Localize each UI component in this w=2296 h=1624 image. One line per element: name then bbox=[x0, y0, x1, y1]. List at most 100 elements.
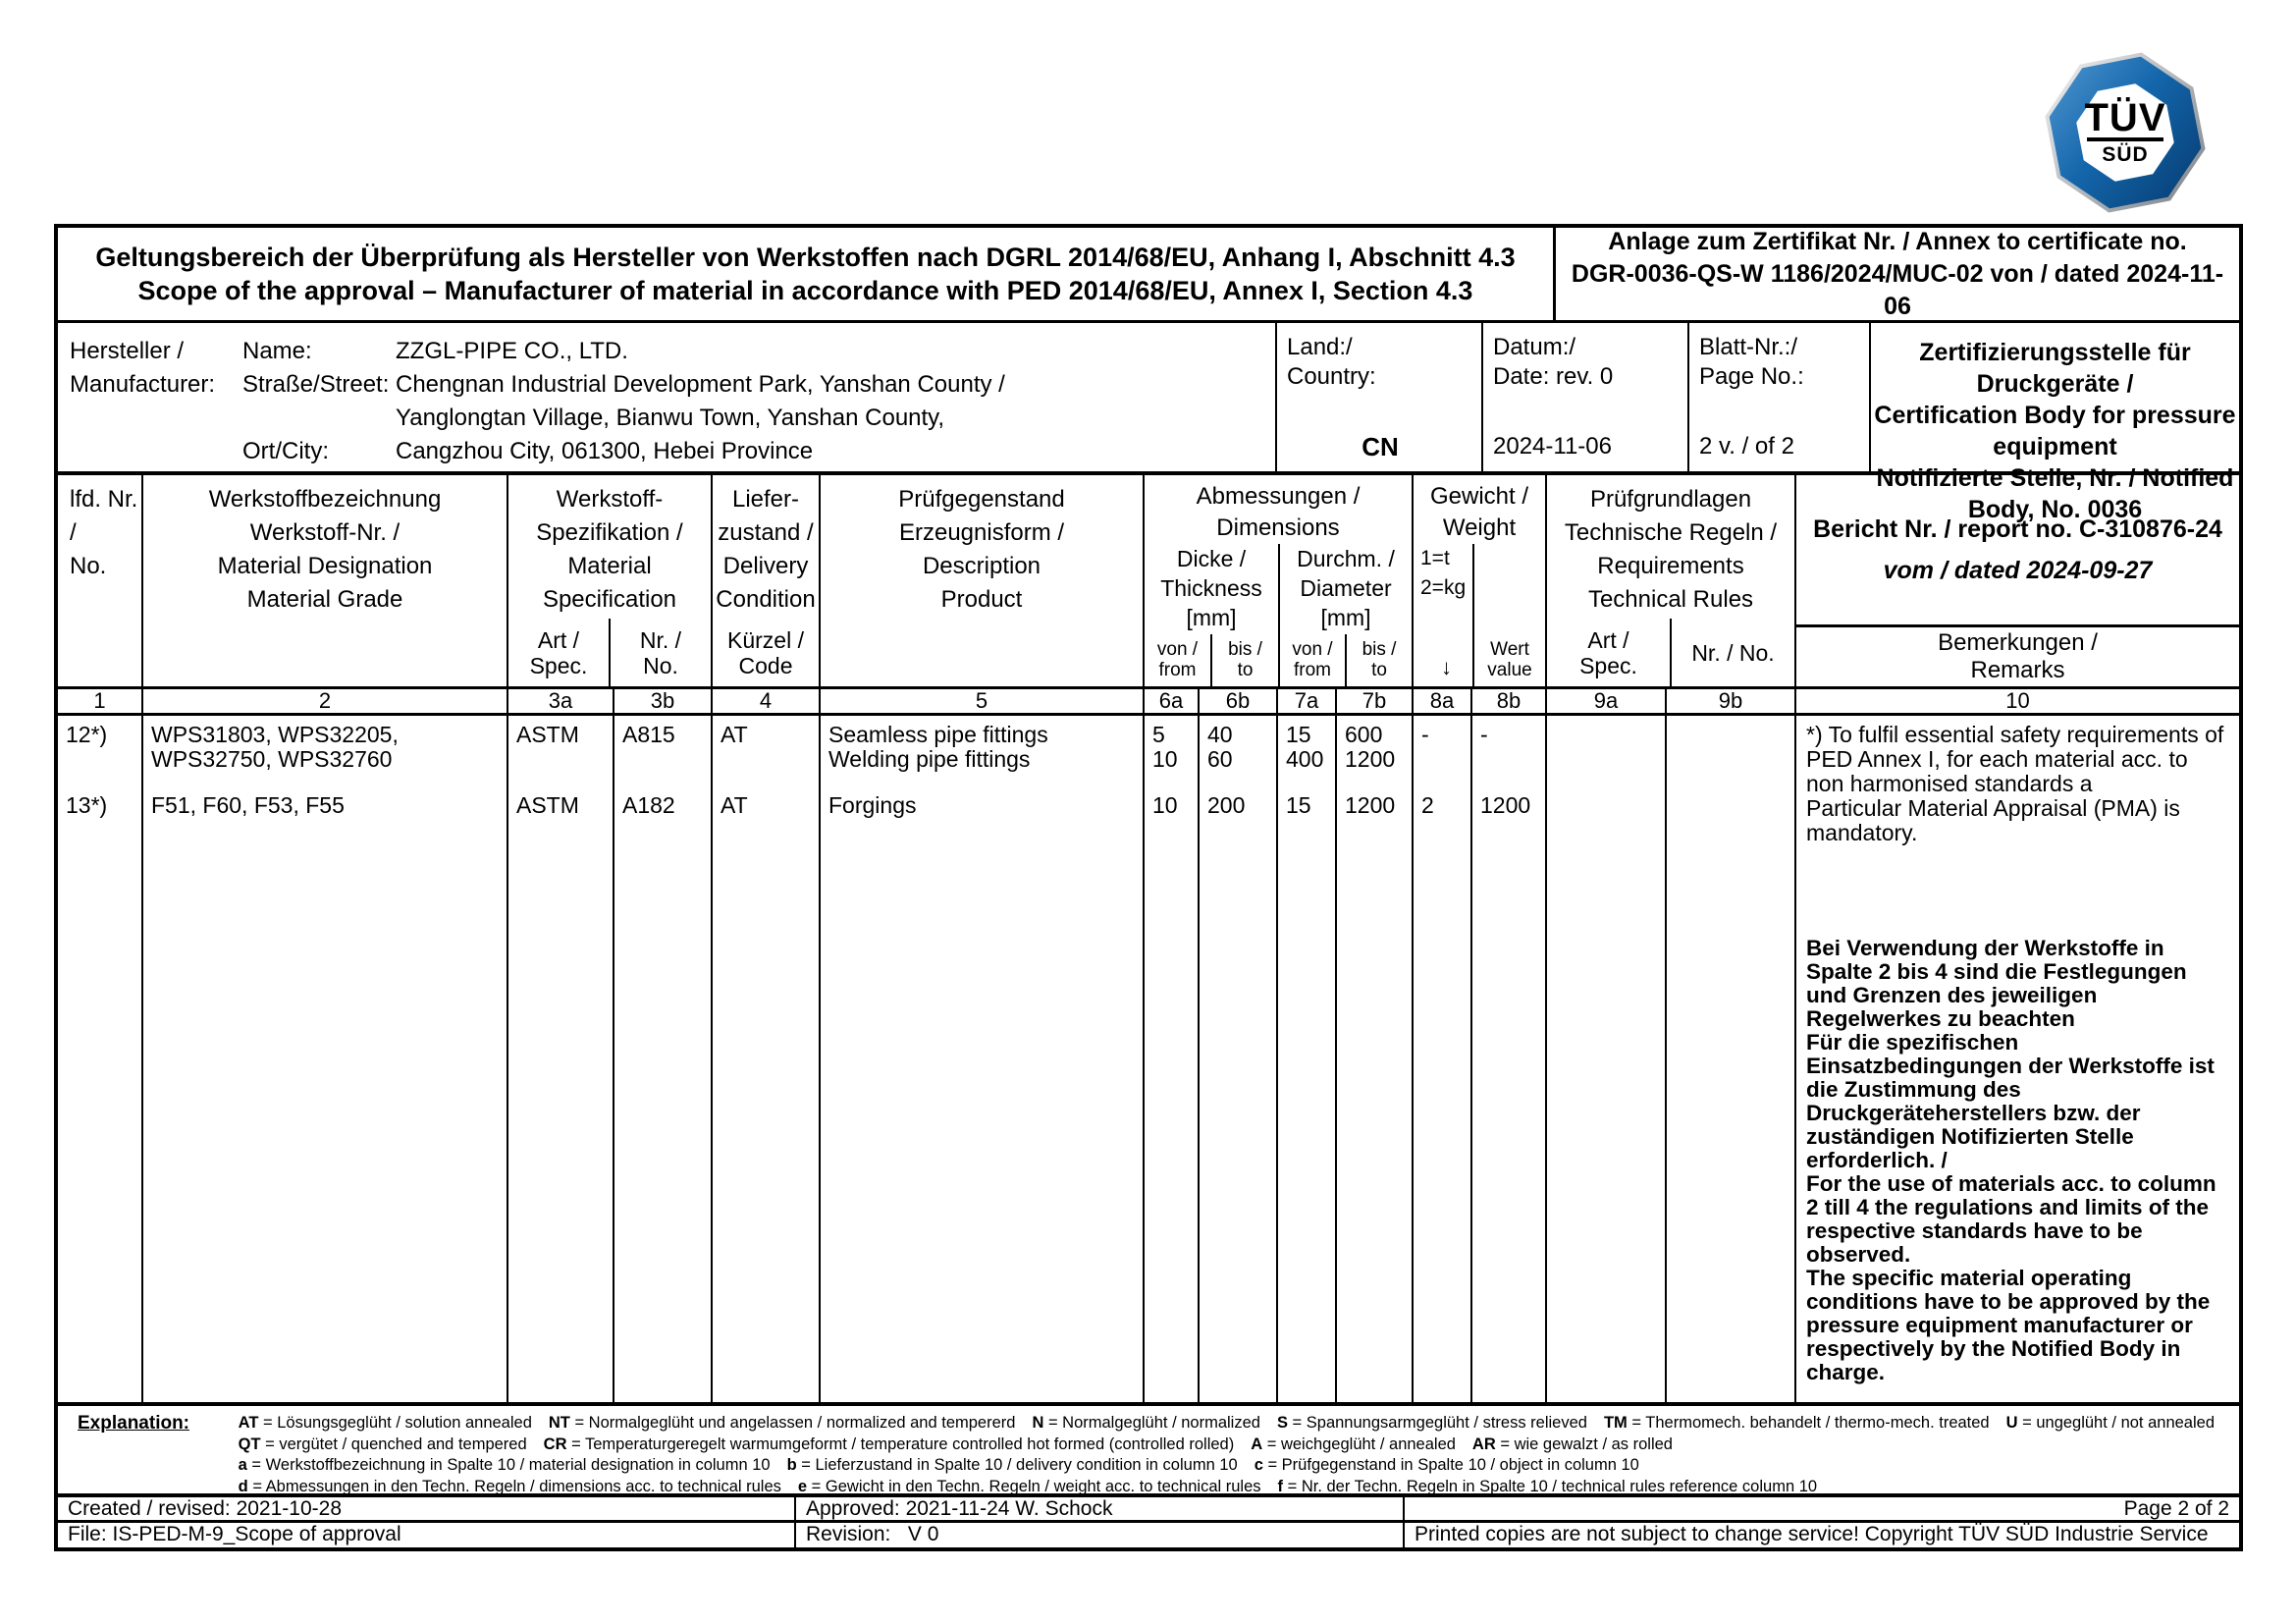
hdr-dimensions-title: Abmessungen / Dimensions bbox=[1145, 475, 1412, 544]
hdr-spec-l3: Material bbox=[567, 553, 652, 579]
cert-body-notified-body: Notifizierte Stelle, Nr. / Notified Body… bbox=[1876, 464, 2234, 523]
entry-12-diameter-from: 15 400 bbox=[1286, 723, 1331, 793]
hdr-thickness-to: bis / to bbox=[1210, 634, 1278, 686]
manufacturer-city: Cangzhou City, 061300, Hebei Province bbox=[396, 438, 814, 464]
hdr-dimensions-groups: Dicke / Thickness [mm] von / from bis / … bbox=[1145, 544, 1412, 686]
hdr-weight-value: Wert value bbox=[1472, 544, 1545, 686]
colnum-7b: 7b bbox=[1335, 689, 1412, 713]
scope-of-approval-table: Geltungsbereich der Überprüfung als Hers… bbox=[54, 224, 2243, 1551]
manufacturer-field-labels: Name: Straße/Street: Ort/City: bbox=[242, 335, 396, 471]
down-arrow-icon: ↓ bbox=[1441, 655, 1452, 679]
hdr-weight-unit-t: 1=t bbox=[1420, 547, 1450, 569]
entry-12-thickness-from: 5 10 bbox=[1152, 723, 1194, 793]
header-dimensions: Abmessungen / Dimensions Dicke / Thickne… bbox=[1143, 475, 1412, 686]
street-label: Straße/Street: bbox=[242, 371, 390, 398]
hdr-delivery-l4: Condition bbox=[716, 586, 816, 613]
row13-diameter-to: 1200 bbox=[1345, 792, 1396, 818]
footer-approved: Approved: 2021-11-24 W. Schock bbox=[794, 1497, 1403, 1520]
logo-wordmark: TÜV SÜD bbox=[2050, 57, 2201, 208]
entry-12-designation: WPS31803, WPS32205, WPS32750, WPS32760 bbox=[151, 723, 503, 793]
colnum-9b: 9b bbox=[1665, 689, 1794, 713]
row13-weight-value: 1200 bbox=[1480, 792, 1531, 818]
hdr-diameter-to: bis / to bbox=[1345, 634, 1412, 686]
hdr-dimensions-en: Dimensions bbox=[1216, 514, 1340, 541]
col-weight-value: - 1200 bbox=[1470, 716, 1545, 1402]
colnum-10: 10 bbox=[1794, 689, 2239, 713]
hdr-diameter-group: Durchm. / Diameter [mm] von / from bis /… bbox=[1278, 544, 1412, 686]
manufacturer-field-values: ZZGL-PIPE CO., LTD. Chengnan Industrial … bbox=[396, 335, 1275, 471]
header-report: Bericht Nr. / report no. C-310876-24 vom… bbox=[1794, 475, 2239, 686]
header-product: Prüfgegenstand Erzeugnisform / Descripti… bbox=[819, 475, 1143, 686]
explanation-line-1: AT = Lösungsgeglüht / solution annealed N… bbox=[238, 1414, 2215, 1432]
hdr-weight-de: Gewicht / bbox=[1429, 483, 1529, 510]
explanation-line-3: a = Werkstoffbezeichnung in Spalte 10 / … bbox=[238, 1456, 1639, 1474]
row12-product-l2: Welding pipe fittings bbox=[828, 746, 1031, 772]
hdr-diameter-l2: Diameter bbox=[1300, 575, 1392, 601]
row12-designation-l1: WPS31803, WPS32205, bbox=[151, 722, 399, 747]
spacer bbox=[242, 402, 396, 435]
colnum-8a: 8a bbox=[1412, 689, 1470, 713]
hdr-req-l1: Prüfgrundlagen bbox=[1589, 486, 1752, 513]
entry-12-spec-no: A815 bbox=[622, 723, 707, 793]
colnum-3a: 3a bbox=[507, 689, 613, 713]
hdr-diameter-l1: Durchm. / bbox=[1297, 546, 1395, 571]
row12-product-l1: Seamless pipe fittings bbox=[828, 722, 1048, 747]
colnum-5: 5 bbox=[819, 689, 1143, 713]
row13-spec-no: A182 bbox=[622, 792, 675, 818]
hdr-weight-en: Weight bbox=[1442, 514, 1517, 541]
column-header-row: lfd. Nr. / No. Werkstoffbezeichnung Werk… bbox=[58, 475, 2239, 689]
hdr-delivery-l1: Liefer- bbox=[731, 486, 800, 513]
row12-thickness-from-l1: 5 bbox=[1152, 722, 1165, 747]
header-material-specification: Werkstoff- Spezifikation / Material Spec… bbox=[507, 475, 711, 686]
hdr-product-l4: Product bbox=[940, 586, 1023, 613]
colnum-7a: 7a bbox=[1276, 689, 1335, 713]
col-req-no bbox=[1665, 716, 1794, 1402]
logo-divider-line bbox=[2087, 137, 2163, 141]
row12-weight-unit: - bbox=[1421, 722, 1429, 747]
hdr-spec-l1: Werkstoff- bbox=[556, 486, 664, 513]
col-delivery-code: AT AT bbox=[711, 716, 819, 1402]
hdr-delivery-l3: Delivery bbox=[722, 553, 809, 579]
date-label-de: Datum:/ bbox=[1493, 334, 1576, 360]
cert-body-de: Zertifizierungsstelle für Druckgeräte / bbox=[1919, 339, 2191, 398]
date-value: 2024-11-06 bbox=[1493, 433, 1612, 460]
colnum-6b: 6b bbox=[1198, 689, 1276, 713]
header-material-designation: Werkstoffbezeichnung Werkstoff-Nr. / Mat… bbox=[141, 475, 507, 686]
annex-reference: Anlage zum Zertifikat Nr. / Annex to cer… bbox=[1553, 228, 2239, 320]
city-label: Ort/City: bbox=[242, 438, 329, 464]
country-value: CN bbox=[1362, 432, 1399, 461]
row13-no: 13*) bbox=[66, 792, 108, 818]
explanation-line-4: d = Abmessungen in den Techn. Regeln / d… bbox=[238, 1477, 1818, 1495]
hdr-spec-group: Werkstoff- Spezifikation / Material Spec… bbox=[508, 475, 711, 619]
manufacturer-row: Hersteller / Manufacturer: Name: Straße/… bbox=[58, 323, 2239, 523]
colnum-2: 2 bbox=[141, 689, 507, 713]
hdr-diameter-subrow: von / from bis / to bbox=[1280, 634, 1412, 686]
colnum-3b: 3b bbox=[613, 689, 711, 713]
hdr-designation-l2: Werkstoff-Nr. / bbox=[249, 519, 400, 546]
manufacturer-label-en: Manufacturer: bbox=[70, 371, 216, 398]
document-title: Geltungsbereich der Überprüfung als Hers… bbox=[58, 228, 1553, 320]
hdr-thickness-l2: Thickness bbox=[1160, 575, 1262, 601]
hdr-designation-l3: Material Designation bbox=[217, 553, 433, 579]
row13-product: Forgings bbox=[828, 792, 917, 818]
colnum-6a: 6a bbox=[1143, 689, 1198, 713]
footer-created: Created / revised: 2021-10-28 bbox=[68, 1497, 342, 1520]
country-label-de: Land:/ bbox=[1287, 334, 1353, 360]
row12-weight-value: - bbox=[1480, 722, 1488, 747]
hdr-diameter-from: von / from bbox=[1292, 639, 1333, 680]
annex-certificate-number: DGR-0036-QS-W 1186/2024/MUC-02 von / dat… bbox=[1571, 259, 2224, 320]
row12-diameter-to-l2: 1200 bbox=[1345, 746, 1396, 772]
name-label: Name: bbox=[242, 338, 312, 364]
hdr-diameter-unit: [mm] bbox=[1320, 605, 1371, 630]
col-thickness-to: 40 60 200 bbox=[1198, 716, 1276, 1402]
col-weight-unit: - 2 bbox=[1412, 716, 1470, 1402]
hdr-delivery-code: Kürzel / Code bbox=[727, 627, 804, 678]
header-requirements: Prüfgrundlagen Technische Regeln / Requi… bbox=[1545, 475, 1794, 686]
report-date: vom / dated 2024-09-27 bbox=[1883, 557, 2153, 584]
pma-note: *) To fulfil essential safety requiremen… bbox=[1806, 722, 2224, 845]
colnum-8b: 8b bbox=[1470, 689, 1545, 713]
hdr-diameter-labels: Durchm. / Diameter [mm] bbox=[1280, 544, 1412, 634]
entry-12-diameter-to: 600 1200 bbox=[1345, 723, 1408, 793]
col-req-art bbox=[1545, 716, 1665, 1402]
